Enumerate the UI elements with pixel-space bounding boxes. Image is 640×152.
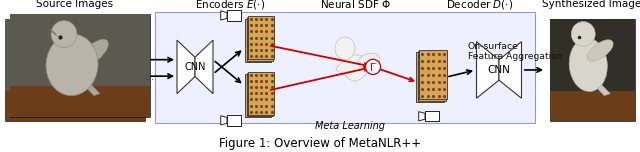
FancyBboxPatch shape xyxy=(416,52,444,102)
Polygon shape xyxy=(84,83,100,96)
Text: Figure 1: Overview of MetaNLR++: Figure 1: Overview of MetaNLR++ xyxy=(219,137,421,150)
Text: $\Gamma$: $\Gamma$ xyxy=(369,61,377,73)
Polygon shape xyxy=(336,55,374,81)
Circle shape xyxy=(572,22,595,46)
Ellipse shape xyxy=(358,53,380,68)
FancyBboxPatch shape xyxy=(248,16,274,59)
FancyBboxPatch shape xyxy=(10,14,150,117)
FancyBboxPatch shape xyxy=(246,17,273,60)
FancyBboxPatch shape xyxy=(227,115,241,126)
Polygon shape xyxy=(499,42,522,98)
Text: CNN: CNN xyxy=(488,65,511,75)
FancyBboxPatch shape xyxy=(155,12,535,123)
Ellipse shape xyxy=(569,38,607,92)
FancyBboxPatch shape xyxy=(245,74,271,117)
FancyBboxPatch shape xyxy=(5,91,145,121)
Text: Neural SDF $\Phi$: Neural SDF $\Phi$ xyxy=(319,0,390,10)
Polygon shape xyxy=(221,11,227,20)
Polygon shape xyxy=(177,40,195,94)
FancyBboxPatch shape xyxy=(248,72,274,115)
Text: Decoder $D(\cdot)$: Decoder $D(\cdot)$ xyxy=(446,0,514,11)
Text: Synthesized Image: Synthesized Image xyxy=(542,0,640,9)
FancyBboxPatch shape xyxy=(245,19,271,62)
Circle shape xyxy=(51,21,77,47)
FancyBboxPatch shape xyxy=(419,50,447,99)
FancyBboxPatch shape xyxy=(550,19,635,121)
Text: Source Images: Source Images xyxy=(36,0,113,9)
FancyBboxPatch shape xyxy=(425,111,439,121)
Text: ...: ... xyxy=(145,72,155,82)
FancyBboxPatch shape xyxy=(5,19,145,91)
FancyBboxPatch shape xyxy=(550,91,635,121)
FancyBboxPatch shape xyxy=(246,73,273,116)
Polygon shape xyxy=(595,83,611,96)
Text: Meta Learning: Meta Learning xyxy=(315,121,385,131)
Polygon shape xyxy=(48,29,57,36)
FancyBboxPatch shape xyxy=(227,10,241,21)
Text: On-surface
Feature Aggregation: On-surface Feature Aggregation xyxy=(468,42,563,61)
Polygon shape xyxy=(221,116,227,125)
FancyBboxPatch shape xyxy=(10,14,150,86)
Polygon shape xyxy=(419,112,425,121)
FancyBboxPatch shape xyxy=(5,19,145,121)
Text: Encoders $E(\cdot)$: Encoders $E(\cdot)$ xyxy=(195,0,265,11)
Ellipse shape xyxy=(588,40,613,61)
Ellipse shape xyxy=(46,34,98,96)
Polygon shape xyxy=(195,40,213,94)
FancyBboxPatch shape xyxy=(550,19,635,91)
FancyBboxPatch shape xyxy=(418,51,445,101)
Text: CNN: CNN xyxy=(184,62,205,72)
Polygon shape xyxy=(477,42,499,98)
FancyBboxPatch shape xyxy=(10,86,150,117)
Ellipse shape xyxy=(335,37,355,60)
Ellipse shape xyxy=(79,39,108,66)
